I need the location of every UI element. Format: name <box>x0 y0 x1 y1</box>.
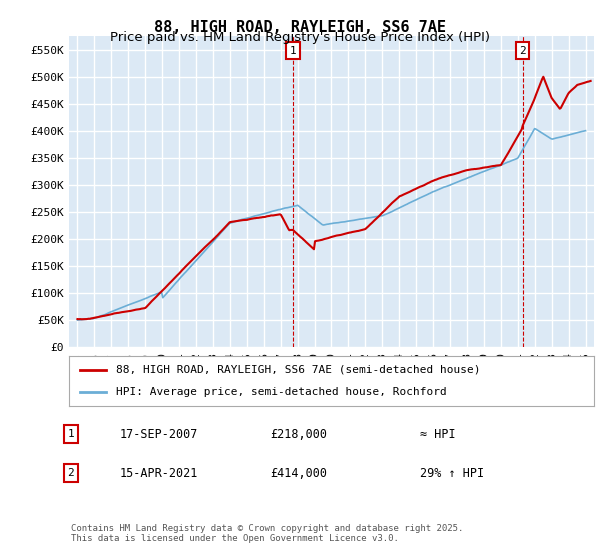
Text: HPI: Average price, semi-detached house, Rochford: HPI: Average price, semi-detached house,… <box>116 387 447 397</box>
Text: 29% ↑ HPI: 29% ↑ HPI <box>420 466 484 480</box>
Text: Price paid vs. HM Land Registry's House Price Index (HPI): Price paid vs. HM Land Registry's House … <box>110 31 490 44</box>
Text: ≈ HPI: ≈ HPI <box>420 427 455 441</box>
Text: 15-APR-2021: 15-APR-2021 <box>120 466 199 480</box>
Text: £414,000: £414,000 <box>270 466 327 480</box>
Text: 17-SEP-2007: 17-SEP-2007 <box>120 427 199 441</box>
Text: 88, HIGH ROAD, RAYLEIGH, SS6 7AE (semi-detached house): 88, HIGH ROAD, RAYLEIGH, SS6 7AE (semi-d… <box>116 365 481 375</box>
Text: 1: 1 <box>290 46 296 56</box>
Text: 1: 1 <box>67 429 74 439</box>
Text: 2: 2 <box>67 468 74 478</box>
Text: 2: 2 <box>520 46 526 56</box>
Text: Contains HM Land Registry data © Crown copyright and database right 2025.
This d: Contains HM Land Registry data © Crown c… <box>71 524 463 543</box>
Text: 88, HIGH ROAD, RAYLEIGH, SS6 7AE: 88, HIGH ROAD, RAYLEIGH, SS6 7AE <box>154 20 446 35</box>
Text: £218,000: £218,000 <box>270 427 327 441</box>
